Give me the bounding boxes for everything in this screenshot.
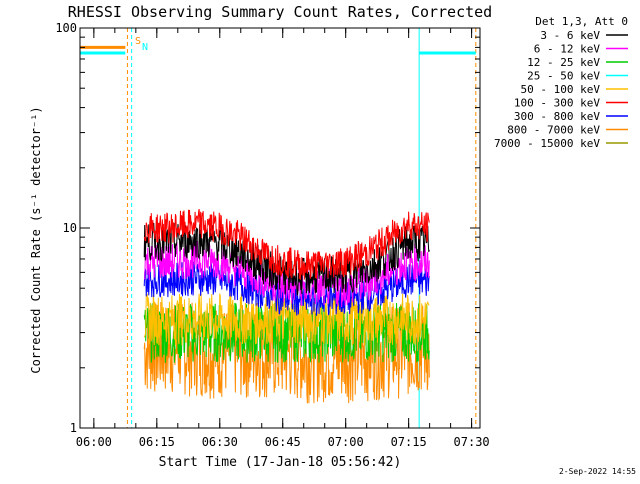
x-axis-label: Start Time (17-Jan-18 05:56:42) <box>159 455 402 470</box>
series-1 <box>143 222 430 296</box>
legend-label-4: 25 - 50 keV <box>527 70 600 83</box>
chart-title: RHESSI Observing Summary Count Rates, Co… <box>68 3 492 21</box>
x-tick-label-2: 06:15 <box>139 435 175 449</box>
x-tick-label-5: 07:00 <box>328 435 364 449</box>
y-tick-label-3: 100 <box>55 21 77 35</box>
x-tick-label-4: 06:45 <box>265 435 301 449</box>
series-2 <box>143 239 430 308</box>
legend-label-7: 300 - 800 keV <box>514 110 600 123</box>
axes: 1 10 100 06:00 06:15 06:30 06:45 07:00 07:15 07:3… <box>55 21 489 449</box>
x-tick-label-6: 07:15 <box>391 435 427 449</box>
series-6-trace <box>143 208 430 280</box>
y-tick-label-1: 1 <box>70 421 77 435</box>
annotation-n: N <box>142 42 148 53</box>
legend-label-8: 800 - 7000 keV <box>507 124 600 137</box>
plot-area <box>80 28 477 428</box>
legend-label-2: 6 - 12 keV <box>534 43 601 56</box>
series-6 <box>143 208 430 280</box>
legend-label-5: 50 - 100 keV <box>521 83 601 96</box>
series-8 <box>80 45 430 404</box>
footer-timestamp: 2-Sep-2022 14:55 <box>559 467 636 476</box>
series-7 <box>143 261 430 316</box>
series-8-trace <box>143 302 430 404</box>
series-2-trace <box>143 239 430 308</box>
series-5 <box>143 293 430 347</box>
x-tick-label-7: 07:30 <box>454 435 490 449</box>
y-axis-label: Corrected Count Rate (s⁻¹ detector⁻¹) <box>29 106 43 373</box>
legend-label-1: 3 - 6 keV <box>540 29 600 42</box>
legend-title: Det 1,3, Att 0 <box>535 15 628 28</box>
x-tick-label-3: 06:30 <box>202 435 238 449</box>
series-7-trace <box>143 261 430 316</box>
legend-label-3: 12 - 25 keV <box>527 56 600 69</box>
annotation-s: S <box>135 36 141 47</box>
series-1-trace <box>143 222 430 296</box>
y-tick-label-2: 10 <box>63 221 77 235</box>
series-5-trace <box>143 293 430 347</box>
legend-label-6: 100 - 300 keV <box>514 97 600 110</box>
x-tick-label-1: 06:00 <box>76 435 112 449</box>
legend-label-9: 7000 - 15000 keV <box>494 137 600 150</box>
